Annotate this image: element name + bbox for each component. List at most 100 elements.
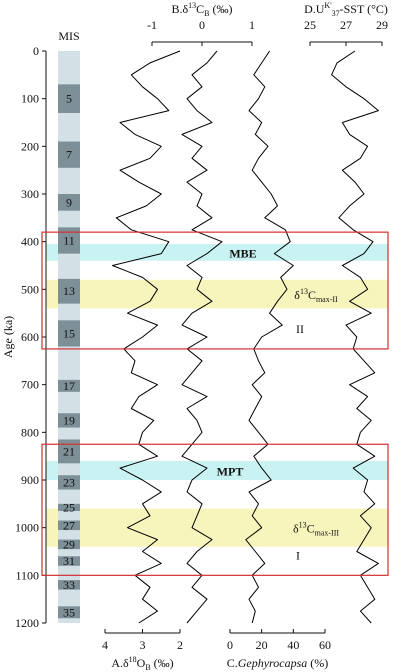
mis-label: 33: [63, 578, 75, 592]
proxy-line: [181, 50, 223, 624]
mis-label: 25: [63, 500, 75, 514]
y-tick-label: 1000: [15, 521, 39, 535]
mis-stage: [58, 556, 80, 566]
mis-label: 13: [63, 284, 75, 298]
label-part: A.δ: [111, 656, 129, 670]
y-tick-label: 0: [33, 44, 39, 58]
label-part: (%): [307, 656, 328, 670]
mis-stage: [58, 141, 80, 168]
mis-stage: [58, 379, 80, 392]
x-tick-label: 25: [304, 18, 316, 32]
label-part: (‰): [210, 2, 233, 16]
mis-label: 31: [63, 554, 75, 568]
label: MPT: [217, 464, 244, 478]
mis-stage: [58, 413, 80, 428]
y-tick-label: 900: [21, 473, 39, 487]
proxy-line: [245, 50, 294, 624]
label-part: 13: [299, 521, 307, 530]
label-part: O: [137, 656, 146, 670]
label-part: max-II: [316, 295, 338, 304]
label: II: [296, 322, 304, 336]
mis-stage: [58, 580, 80, 590]
y-title: Age (ka): [1, 316, 15, 358]
y-tick-label: 400: [21, 235, 39, 249]
label-part: D.U: [304, 2, 325, 16]
x-tick-label: 4: [102, 638, 108, 652]
highlight-box: [41, 443, 389, 576]
label: MBE: [229, 246, 256, 260]
mis-stage: [58, 539, 80, 550]
label-part: I: [296, 548, 300, 562]
label: C.Gephyrocapsa (%): [227, 656, 329, 670]
x-tick-label: 20: [256, 638, 268, 652]
mis-stage: [58, 606, 80, 619]
mis-title: MIS: [58, 29, 79, 43]
label-part: B: [145, 663, 150, 672]
mis-label: 7: [66, 148, 72, 162]
mis-label: 19: [63, 413, 75, 427]
band: [46, 244, 388, 261]
label-part: MBE: [229, 246, 256, 260]
proxy-line: [331, 50, 379, 624]
mis-stage: [58, 227, 80, 254]
mis-label: 21: [63, 444, 75, 458]
label-part: max-III: [315, 529, 340, 538]
x-tick-label: 0: [227, 638, 233, 652]
x-tick-label: 40: [287, 638, 299, 652]
mis-stage: [58, 278, 80, 304]
mis-label: 5: [66, 92, 72, 106]
label-part: B.δ: [171, 2, 188, 16]
label-part: C: [307, 522, 315, 536]
label-part: (‰): [151, 656, 174, 670]
label-part: C: [196, 2, 204, 16]
y-tick-label: 1200: [15, 616, 39, 630]
label: B.δ13CB (‰): [171, 1, 232, 18]
label-part: δ: [294, 288, 300, 302]
label: I: [296, 548, 300, 562]
x-tick-label: 27: [340, 18, 352, 32]
label: D.UK'37-SST (°C): [304, 1, 388, 18]
label-part: δ: [293, 522, 299, 536]
label-part: 13: [188, 1, 196, 10]
x-tick-label: 3: [140, 638, 146, 652]
label-part: II: [296, 322, 304, 336]
y-tick-label: 200: [21, 139, 39, 153]
mis-label: 17: [63, 379, 75, 393]
mis-stage: [58, 503, 80, 511]
highlight-box: [41, 231, 389, 350]
x-tick-label: 1: [249, 18, 255, 32]
mis-stage: [58, 439, 80, 464]
label-part: 18: [129, 655, 137, 664]
y-tick-label: 700: [21, 378, 39, 392]
y-tick-label: 600: [21, 330, 39, 344]
x-tick-label: 0: [199, 18, 205, 32]
mis-label: 27: [63, 518, 75, 532]
label-part: K': [324, 1, 332, 10]
label: δ13Cmax-II: [294, 287, 338, 304]
mis-stage: [58, 320, 80, 347]
y-tick-label: 300: [21, 187, 39, 201]
mis-label: 9: [66, 195, 72, 209]
x-tick-label: 2: [177, 638, 183, 652]
mis-label: 15: [63, 326, 75, 340]
mis-stage: [58, 475, 80, 490]
mis-stage: [58, 84, 80, 113]
y-tick-label: 1100: [15, 568, 39, 582]
y-tick-label: 800: [21, 425, 39, 439]
label: A.δ18OB (‰): [111, 655, 173, 672]
x-tick-label: 29: [376, 18, 388, 32]
band: [46, 279, 388, 309]
label-part: B: [204, 9, 209, 18]
label: δ13Cmax-III: [293, 521, 339, 538]
mis-stage: [58, 194, 80, 211]
label-part: C.: [227, 656, 238, 670]
mis-label: 11: [63, 233, 75, 247]
band: [46, 460, 388, 480]
proxy-line: [112, 50, 181, 624]
mis-label: 23: [63, 475, 75, 489]
label-part: C: [308, 288, 316, 302]
mis-label: 29: [63, 537, 75, 551]
y-tick-label: 100: [21, 92, 39, 106]
mis-stage: [58, 520, 80, 531]
